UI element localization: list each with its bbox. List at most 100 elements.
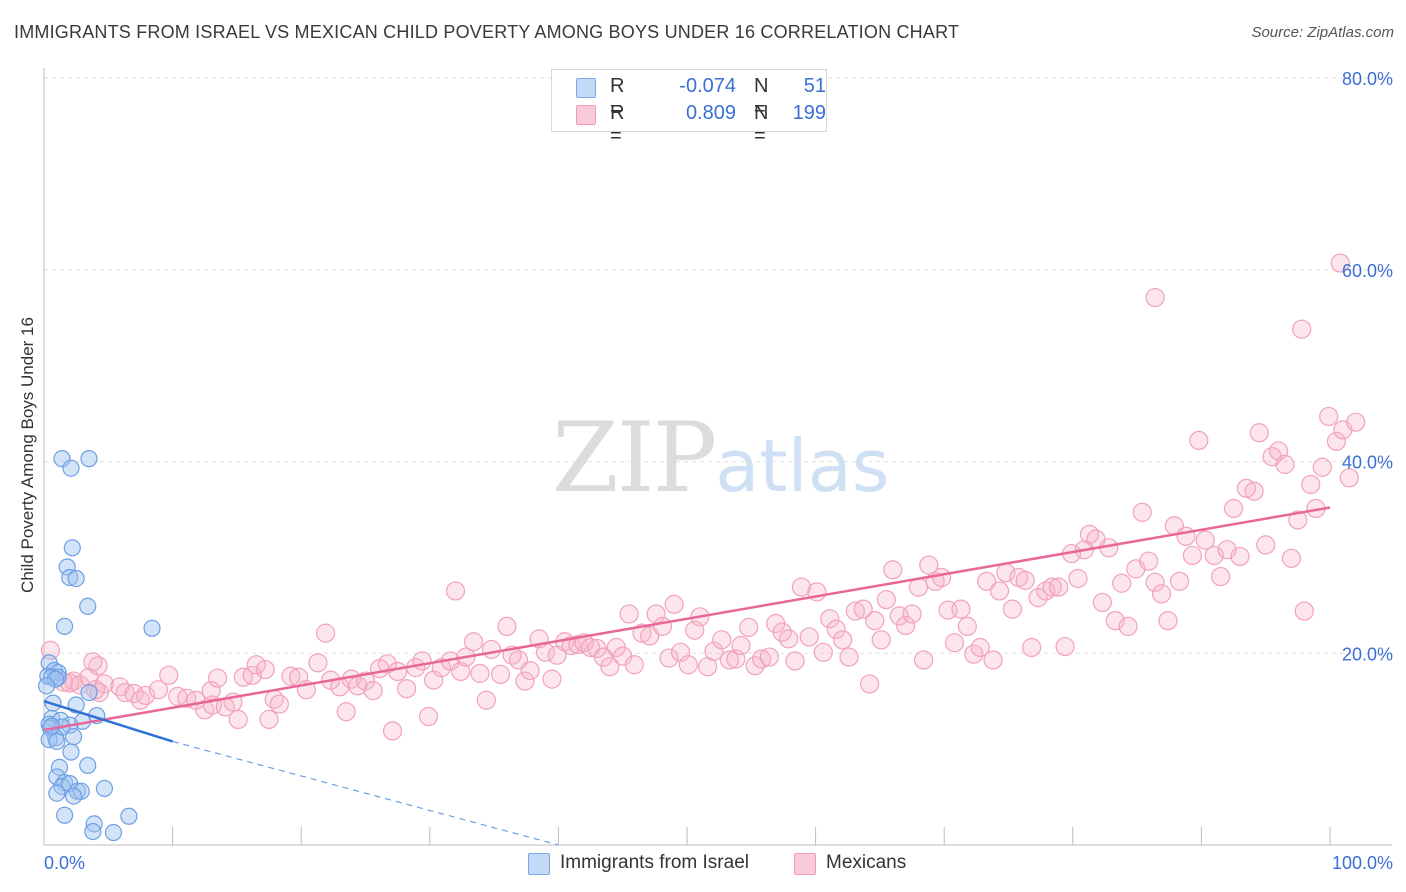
legend-swatch-mexicans: [576, 105, 596, 125]
data-point-mexicans: [382, 721, 403, 741]
data-point-mexicans: [593, 647, 614, 667]
data-point-mexicans: [83, 652, 103, 672]
data-point-mexicans: [246, 655, 266, 675]
correlation-legend: R = -0.074 N = 51 R = 0.809 N = 199: [551, 69, 827, 147]
x-tick-label: 0.0%: [44, 853, 85, 873]
data-point-mexicans: [228, 709, 248, 730]
data-point-mexicans: [148, 680, 169, 700]
data-point-israel: [43, 717, 61, 735]
data-point-israel: [104, 823, 123, 842]
data-point-israel: [50, 758, 69, 776]
series-name-mexicans: Mexicans: [826, 852, 907, 873]
data-point-mexicans: [1015, 570, 1035, 590]
data-point-mexicans: [1275, 454, 1295, 474]
watermark-atlas: atlas: [715, 424, 890, 508]
data-point-mexicans: [497, 616, 517, 637]
data-point-mexicans: [712, 630, 732, 650]
legend-n-value: 199: [792, 102, 826, 124]
data-point-mexicans: [542, 669, 562, 689]
trend-lines: [43, 506, 1331, 846]
data-point-israel: [64, 787, 83, 805]
data-point-mexicans: [785, 651, 805, 671]
watermark-zip: ZIP: [552, 402, 717, 514]
data-point-mexicans: [951, 599, 971, 619]
data-point-mexicans: [159, 665, 179, 685]
data-point-mexicans: [659, 648, 679, 668]
data-point-israel: [143, 619, 161, 637]
legend-r-label: R =: [610, 102, 625, 147]
data-point-mexicans: [640, 626, 660, 646]
data-point-mexicans: [1339, 468, 1359, 488]
data-point-israel: [64, 728, 83, 746]
data-point-mexicans: [259, 709, 279, 730]
data-point-mexicans: [1022, 637, 1042, 658]
data-point-mexicans: [255, 659, 275, 680]
data-point-mexicans: [704, 641, 724, 661]
data-point-mexicans: [1326, 431, 1347, 451]
data-point-mexicans: [871, 630, 891, 650]
data-point-mexicans: [363, 681, 383, 701]
data-point-mexicans: [919, 555, 939, 575]
data-point-mexicans: [719, 650, 740, 670]
mexicans-points: [40, 253, 1366, 741]
data-point-mexicans: [1042, 577, 1062, 597]
data-point-mexicans: [876, 589, 896, 610]
data-point-mexicans: [1211, 566, 1231, 587]
data-point-israel: [79, 756, 97, 775]
data-point-mexicans: [201, 681, 221, 701]
data-point-mexicans: [977, 571, 997, 591]
data-point-israel: [48, 784, 66, 802]
axes: [43, 68, 1392, 846]
data-point-mexicans: [388, 661, 408, 682]
data-point-mexicans: [751, 649, 772, 669]
data-point-mexicans: [1330, 253, 1350, 273]
data-point-mexicans: [799, 627, 819, 647]
data-point-mexicans: [580, 637, 601, 658]
data-point-mexicans: [1049, 577, 1069, 597]
data-point-mexicans: [624, 655, 644, 675]
data-point-mexicans: [833, 630, 853, 650]
legend-n-label: N =: [754, 75, 769, 120]
data-point-israel: [61, 568, 79, 587]
data-point-israel: [95, 779, 114, 798]
data-point-mexicans: [989, 581, 1010, 601]
data-point-mexicans: [1244, 481, 1264, 501]
data-point-mexicans: [1189, 430, 1209, 451]
legend-r-value: -0.074: [679, 75, 736, 97]
data-point-mexicans: [970, 637, 990, 658]
y-tick-label: 40.0%: [1342, 453, 1393, 473]
data-point-mexicans: [1145, 572, 1165, 592]
data-point-mexicans: [1169, 571, 1190, 591]
data-point-mexicans: [944, 633, 965, 653]
source-label: Source: ZipAtlas.com: [1251, 24, 1394, 41]
data-point-mexicans: [445, 581, 466, 601]
data-point-mexicans: [860, 674, 880, 694]
data-point-mexicans: [914, 650, 934, 670]
data-point-israel: [79, 597, 97, 615]
data-point-mexicans: [281, 666, 301, 686]
data-point-israel: [80, 683, 98, 702]
data-point-mexicans: [1292, 319, 1312, 339]
data-point-israel: [120, 807, 138, 825]
data-point-mexicans: [813, 642, 833, 662]
data-point-mexicans: [664, 594, 684, 614]
data-point-mexicans: [481, 639, 502, 660]
data-point-mexicans: [759, 647, 779, 667]
data-point-mexicans: [1182, 545, 1202, 566]
watermark: ZIPatlas: [552, 402, 889, 514]
data-point-mexicans: [418, 706, 439, 727]
data-point-mexicans: [1230, 546, 1250, 567]
data-point-mexicans: [1139, 551, 1159, 571]
data-point-mexicans: [932, 567, 952, 588]
tick-labels: 20.0% 40.0% 60.0% 80.0% 0.0% 100.0%: [44, 69, 1393, 873]
data-point-mexicans: [883, 560, 903, 580]
data-point-mexicans: [412, 651, 432, 671]
data-point-mexicans: [839, 647, 859, 667]
data-point-israel: [63, 539, 81, 557]
data-point-mexicans: [845, 601, 866, 621]
y-tick-label: 60.0%: [1342, 261, 1393, 281]
data-point-israel: [37, 677, 56, 695]
data-point-mexicans: [451, 661, 471, 682]
data-point-mexicans: [1151, 584, 1172, 604]
data-point-mexicans: [826, 619, 846, 639]
